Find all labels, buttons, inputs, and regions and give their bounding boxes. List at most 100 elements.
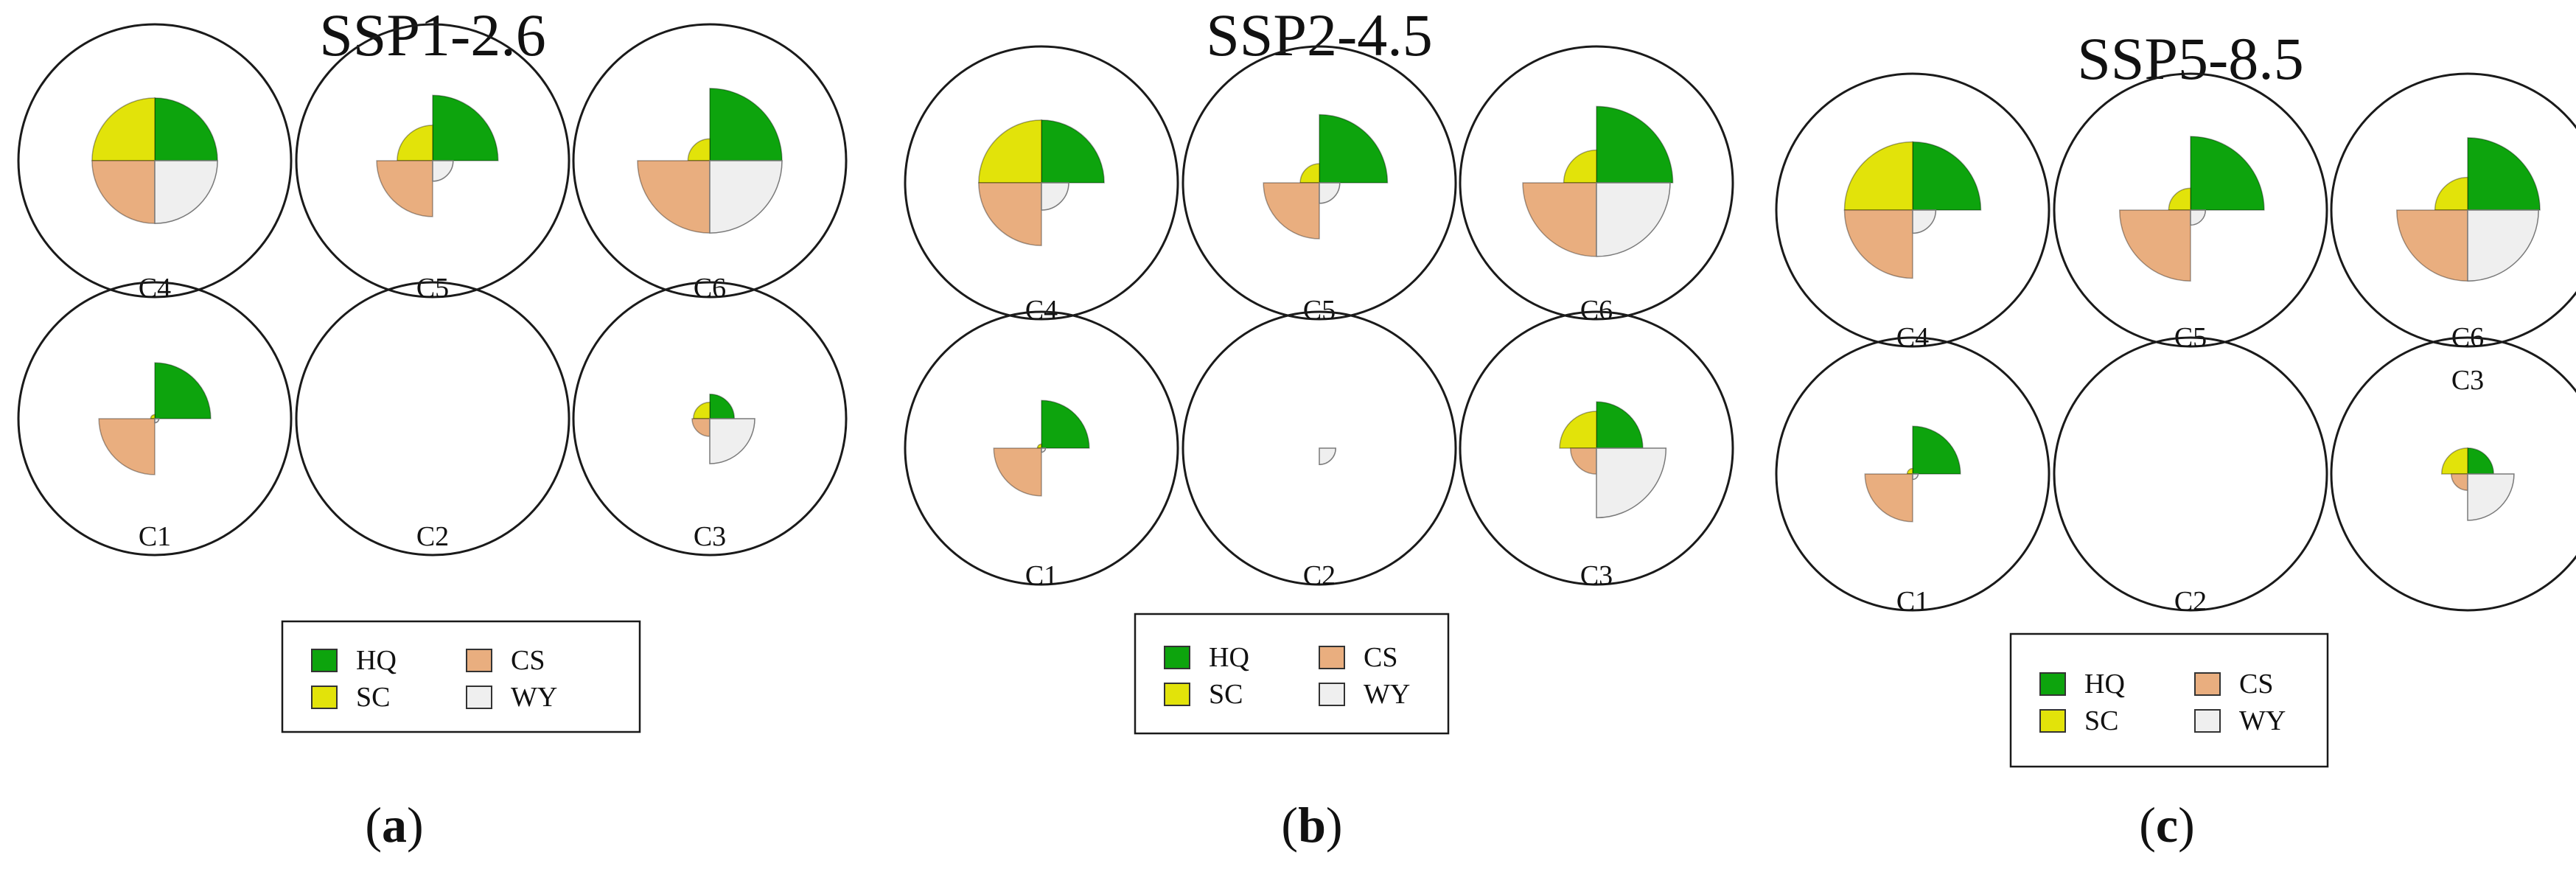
legend-label-cs: CS xyxy=(1364,642,1397,673)
legend-label-hq: HQ xyxy=(2084,669,2125,700)
cluster-label: C3 xyxy=(1580,560,1613,591)
cluster-ring xyxy=(572,23,848,299)
wedge-hq xyxy=(2467,447,2494,475)
wedge-cs xyxy=(1263,182,1320,240)
cluster-label: C5 xyxy=(416,273,449,304)
wedge-cs xyxy=(2119,209,2191,282)
legend-label-sc: SC xyxy=(356,682,390,713)
cluster-label: C4 xyxy=(1025,295,1058,326)
cluster-label: C4 xyxy=(139,273,171,304)
wedge-cs xyxy=(1570,447,1597,475)
cluster-c4: C4 xyxy=(1775,72,2050,353)
legend-box xyxy=(1134,613,1450,735)
legend: HQ CS SC WY xyxy=(1134,613,1450,735)
wedge-hq xyxy=(1596,105,1674,184)
wedge-wy xyxy=(1041,447,1047,453)
cluster-c2: C2 xyxy=(295,281,570,557)
cluster-label: C5 xyxy=(1303,295,1336,326)
cluster-ring xyxy=(17,281,293,557)
panel-caption: (b) xyxy=(1281,797,1342,853)
wedge-sc xyxy=(978,119,1042,184)
wedge-sc xyxy=(91,97,156,161)
cluster-c5: C5 xyxy=(2053,72,2328,353)
wedge-wy xyxy=(1319,447,1336,465)
wedge-hq xyxy=(432,94,499,161)
wedge-sc xyxy=(1906,467,1913,475)
cluster-ring xyxy=(295,281,570,557)
wedge-hq xyxy=(2467,137,2541,211)
wedge-hq xyxy=(709,88,783,161)
cluster-ring xyxy=(572,281,848,557)
cluster-c1: C1 xyxy=(1775,336,2050,617)
legend-swatch-cs xyxy=(1319,646,1345,669)
wedge-hq xyxy=(1319,114,1389,184)
panel-title: SSP2-4.5 xyxy=(1206,1,1433,69)
wedge-wy xyxy=(709,418,755,464)
cluster-c2: C2 xyxy=(1181,310,1457,591)
legend-swatch-sc xyxy=(2039,709,2066,733)
panel-b: SSP2-4.5 C4 C5 C6 C1 C2 C3 HQ CS SC WY (b) xyxy=(904,1,1734,853)
wedge-wy xyxy=(2190,209,2207,226)
wedge-wy xyxy=(1041,182,1069,211)
legend-label-hq: HQ xyxy=(1209,642,1249,673)
wedge-wy xyxy=(709,160,783,234)
panel-c: SSP5-8.5 C4 C5 C6 C1 C2 C3 HQ CS SC WY (c) xyxy=(1775,25,2576,853)
legend-label-sc: SC xyxy=(2084,705,2118,736)
cluster-ring xyxy=(17,23,293,299)
legend-label-cs: CS xyxy=(511,645,545,676)
cluster-label: C1 xyxy=(139,521,171,552)
legend-label-hq: HQ xyxy=(356,645,397,676)
wedge-sc xyxy=(2441,447,2468,475)
legend: HQ CS SC WY xyxy=(281,620,641,733)
wedge-wy xyxy=(154,418,160,424)
wedge-sc xyxy=(1843,141,1913,211)
cluster-c3: C3 xyxy=(2330,336,2576,612)
legend-swatch-cs xyxy=(466,649,492,672)
cluster-ring xyxy=(1181,45,1457,321)
legend: HQ CS SC WY xyxy=(2009,632,2329,768)
panel-caption: (c) xyxy=(2139,797,2195,853)
wedge-cs xyxy=(376,160,433,217)
wedge-sc xyxy=(397,125,433,161)
cluster-label: C2 xyxy=(2174,586,2207,617)
wedge-sc xyxy=(2168,187,2191,211)
wedge-hq xyxy=(1041,119,1105,184)
legend-label-wy: WY xyxy=(511,682,557,713)
cluster-label: C6 xyxy=(1580,295,1613,326)
legend-swatch-wy xyxy=(466,686,492,709)
legend-swatch-sc xyxy=(1164,683,1190,706)
legend-box xyxy=(281,620,641,733)
legend-swatch-wy xyxy=(1319,683,1345,706)
wedge-wy xyxy=(1596,182,1671,257)
wedge-hq xyxy=(1041,400,1090,449)
cluster-c6: C6 xyxy=(2330,72,2576,353)
wedge-sc xyxy=(2434,176,2468,211)
wedge-sc xyxy=(1559,411,1597,449)
wedge-wy xyxy=(1596,447,1667,519)
wedge-cs xyxy=(637,160,711,234)
legend-label-sc: SC xyxy=(1209,679,1243,710)
wedge-wy xyxy=(1912,473,1919,481)
cluster-label: C1 xyxy=(1896,586,1929,617)
wedge-cs xyxy=(691,418,711,437)
cluster-label: C3 xyxy=(2451,365,2484,396)
panel-title: SSP1-2.6 xyxy=(319,1,546,69)
wedge-wy xyxy=(2467,209,2539,282)
wedge-hq xyxy=(1912,141,1982,211)
cluster-ring xyxy=(1459,310,1734,586)
wedge-cs xyxy=(978,182,1042,246)
wedge-wy xyxy=(1319,182,1341,204)
legend-swatch-hq xyxy=(1164,646,1190,669)
wedge-sc xyxy=(1299,163,1320,184)
cluster-c6: C6 xyxy=(572,23,848,304)
wedge-cs xyxy=(91,160,156,224)
wedge-hq xyxy=(2190,136,2265,211)
legend-box xyxy=(2009,632,2329,768)
wedge-cs xyxy=(1522,182,1597,257)
cluster-c4: C4 xyxy=(17,23,293,304)
wedge-hq xyxy=(154,362,212,419)
cluster-ring xyxy=(904,45,1179,321)
wedge-hq xyxy=(1912,425,1961,475)
cluster-label: C6 xyxy=(694,273,726,304)
